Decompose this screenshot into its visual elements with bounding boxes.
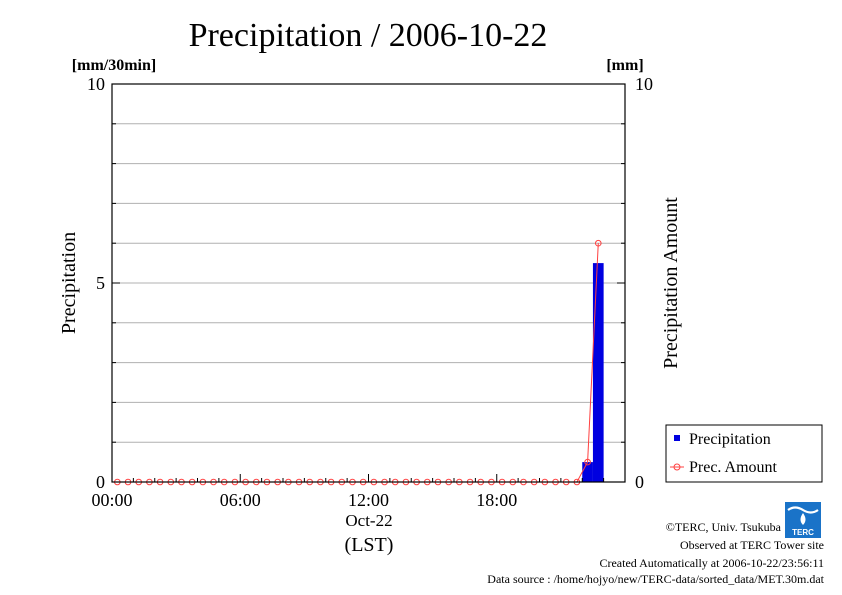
source-text: Data source : /home/hojyo/new/TERC-data/…	[487, 572, 824, 586]
legend-box	[665, 424, 823, 483]
amount-point	[584, 458, 591, 466]
terc-logo-drop	[800, 513, 806, 525]
observed-text: Observed at TERC Tower site	[679, 538, 824, 552]
terc-logo: TERC	[785, 502, 821, 538]
legend-line-marker	[673, 463, 681, 471]
created-text: Created Automatically at 2006-10-22/23:5…	[599, 556, 824, 570]
x-tick-label: 00:00	[91, 490, 132, 510]
x-tick-label: 06:00	[220, 490, 261, 510]
left-tick-label: 5	[96, 273, 105, 293]
chart-title: Precipitation / 2006-10-22	[189, 17, 548, 54]
left-tick-label: 10	[87, 74, 105, 94]
right-tick-label: 0	[635, 472, 644, 492]
right-unit-label: [mm]	[606, 57, 643, 74]
axis-ticks: 0 5 10 0 10 00:00 06:00 12:00 18:00	[87, 74, 653, 510]
x-date-label: Oct-22	[345, 511, 392, 530]
legend-bar-swatch	[674, 435, 680, 441]
x-tick-label: 18:00	[476, 490, 517, 510]
right-axis-label: Precipitation Amount	[660, 197, 682, 369]
left-axis-label: Precipitation	[58, 232, 80, 334]
precipitation-bar	[592, 263, 604, 482]
precipitation-bar	[582, 462, 593, 482]
legend-amount: Prec. Amount	[689, 459, 778, 476]
legend: Precipitation Prec. Amount	[665, 424, 823, 483]
precipitation-bars	[582, 263, 604, 482]
terc-logo-text: TERC	[792, 528, 814, 537]
x-axis-label: (LST)	[345, 534, 394, 556]
amount-point	[594, 239, 602, 247]
legend-precipitation: Precipitation	[689, 431, 771, 448]
terc-logo-wave	[787, 506, 819, 514]
left-unit-label: [mm/30min]	[72, 57, 156, 74]
x-tick-label: 12:00	[348, 490, 389, 510]
left-tick-label: 0	[96, 472, 105, 492]
gridlines	[112, 123, 625, 443]
right-tick-label: 10	[635, 74, 653, 94]
copyright-text: ©TERC, Univ. Tsukuba	[665, 520, 781, 534]
